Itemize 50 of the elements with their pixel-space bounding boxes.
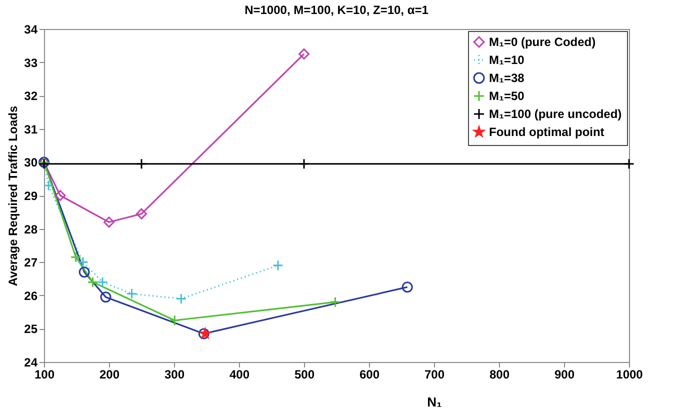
y-tick-label: 32 [24,89,38,104]
legend-label: M₁=38 [489,71,525,85]
point [126,288,138,300]
point [78,256,88,268]
x-tick-label: 700 [424,368,445,382]
x-axis-title: N₁ [427,394,442,410]
x-tick-label: 800 [489,368,510,382]
chart-title: N=1000, M=100, K=10, Z=10, α=1 [244,3,429,17]
y-tick-label: 30 [24,156,38,170]
x-tick-label: 600 [359,368,380,382]
x-tick-label: 100 [34,368,55,382]
point [298,48,310,60]
y-axis-title: Average Required Traffic Loads [6,106,20,286]
point [272,260,284,271]
point [104,216,114,228]
point [136,208,147,220]
y-tick-label: 31 [24,122,38,136]
point [624,158,634,170]
x-tick-label: 1000 [616,368,644,382]
legend-label: M₁=0 (pure Coded) [489,35,596,49]
x-tick-label: 900 [554,368,575,382]
point [43,180,54,192]
legend-label: M₁=10 [489,53,525,67]
point [402,282,413,293]
y-tick-label: 24 [24,356,38,370]
x-tick-label: 500 [294,368,315,382]
x-tick-label: 400 [229,368,250,382]
point [70,252,82,263]
point [136,158,147,170]
y-tick-label: 28 [24,222,38,236]
legend-label: M₁=50 [489,89,525,103]
point [169,314,180,326]
y-tick-label: 27 [24,256,38,270]
point [54,190,66,201]
point [87,276,98,288]
point [97,276,108,288]
x-tick-label: 300 [164,368,185,382]
point [330,296,341,308]
y-tick-label: 25 [24,322,38,336]
x-tick-label: 200 [99,368,120,382]
y-tick-label: 33 [24,56,38,70]
point [78,266,90,278]
legend-label: M₁=100 (pure uncoded) [489,107,622,121]
y-tick-label: 34 [24,22,38,36]
y-tick-label: 26 [24,288,38,303]
y-tick-label: 29 [24,189,38,203]
point [176,293,187,304]
point [100,292,112,303]
point [298,158,310,170]
legend-label: Found optimal point [489,125,604,139]
